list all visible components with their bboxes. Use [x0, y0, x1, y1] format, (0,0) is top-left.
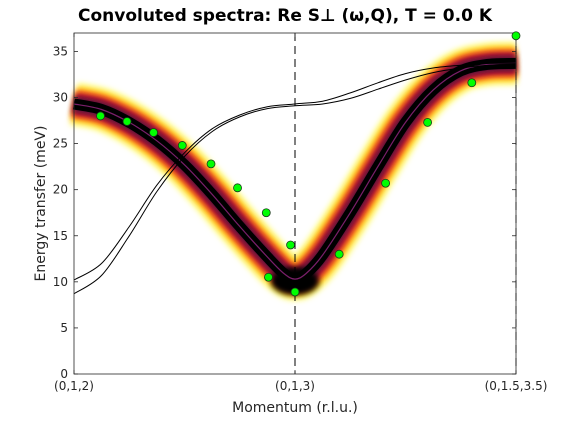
- y-axis-label: Energy transfer (meV): [33, 126, 49, 282]
- data-point: [511, 31, 521, 41]
- data-point: [423, 117, 433, 127]
- y-tick-label: 15: [53, 229, 68, 243]
- x-tick-label: (0,1,3): [275, 379, 315, 393]
- x-tick-label: (0,1,2): [54, 379, 94, 393]
- tick-layer: 0 5 10 15 20 25 30 35 (0,1,2) (0,1,3) (0,1.5,3.5): [53, 33, 548, 393]
- x-tick-label: (0,1.5,3.5): [485, 379, 548, 393]
- data-point: [290, 287, 300, 297]
- data-point-layer: [96, 31, 521, 297]
- chart-title: Convoluted spectra: Re S⊥ (ω,Q), T = 0.0…: [77, 6, 492, 26]
- spectrum-band-layer: [69, 41, 517, 302]
- data-point: [177, 141, 187, 150]
- data-point: [381, 178, 391, 188]
- data-point: [96, 111, 105, 121]
- data-point: [149, 128, 158, 137]
- y-tick-label: 10: [53, 275, 68, 289]
- y-tick-label: 20: [53, 183, 68, 197]
- data-point: [286, 240, 295, 250]
- spectrum-center-line: [73, 62, 517, 280]
- y-tick-label: 0: [60, 367, 68, 381]
- y-tick-label: 25: [53, 137, 68, 151]
- y-tick-label: 5: [60, 321, 68, 335]
- y-tick-label: 35: [53, 44, 68, 58]
- x-axis-label: Momentum (r.l.u.): [232, 400, 358, 416]
- y-tick-label: 30: [53, 91, 68, 105]
- data-point: [261, 208, 271, 218]
- data-point: [334, 249, 344, 259]
- data-point: [467, 78, 477, 88]
- data-point: [122, 117, 132, 126]
- data-point: [233, 183, 242, 193]
- data-point: [206, 159, 216, 169]
- data-point: [264, 272, 273, 282]
